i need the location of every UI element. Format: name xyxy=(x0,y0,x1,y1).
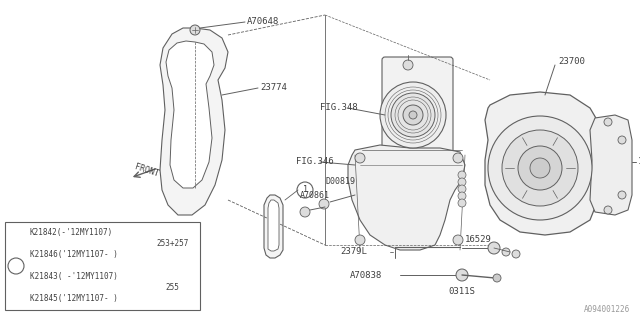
Circle shape xyxy=(391,93,435,137)
Text: K21845('12MY1107- ): K21845('12MY1107- ) xyxy=(30,294,118,303)
Polygon shape xyxy=(348,145,465,250)
Circle shape xyxy=(300,207,310,217)
Circle shape xyxy=(403,60,413,70)
Circle shape xyxy=(190,25,200,35)
Text: 11717: 11717 xyxy=(638,157,640,166)
Polygon shape xyxy=(160,28,228,215)
Circle shape xyxy=(488,242,500,254)
Bar xyxy=(5,222,200,310)
FancyBboxPatch shape xyxy=(382,57,453,153)
Text: FIG.348: FIG.348 xyxy=(320,103,358,113)
Circle shape xyxy=(458,199,466,207)
Text: D00819: D00819 xyxy=(325,178,355,187)
Text: 255: 255 xyxy=(166,284,179,292)
Text: A70838: A70838 xyxy=(350,270,382,279)
Circle shape xyxy=(380,82,446,148)
Circle shape xyxy=(502,130,578,206)
Text: A094001226: A094001226 xyxy=(584,306,630,315)
Circle shape xyxy=(458,185,466,193)
Text: 253+257: 253+257 xyxy=(156,239,189,249)
Circle shape xyxy=(403,105,423,125)
Polygon shape xyxy=(268,200,279,251)
Circle shape xyxy=(453,153,463,163)
Polygon shape xyxy=(264,195,283,258)
Text: A70648: A70648 xyxy=(247,18,279,27)
Circle shape xyxy=(512,250,520,258)
Circle shape xyxy=(453,235,463,245)
Circle shape xyxy=(409,111,417,119)
Text: A70861: A70861 xyxy=(300,190,330,199)
Circle shape xyxy=(518,146,562,190)
Circle shape xyxy=(604,118,612,126)
Circle shape xyxy=(488,116,592,220)
Circle shape xyxy=(618,191,626,199)
Circle shape xyxy=(502,248,510,256)
Text: 2379L: 2379L xyxy=(340,247,367,257)
Text: 1: 1 xyxy=(303,186,307,195)
Text: 23774: 23774 xyxy=(260,84,287,92)
Circle shape xyxy=(604,206,612,214)
Circle shape xyxy=(493,274,501,282)
Polygon shape xyxy=(485,92,600,235)
Circle shape xyxy=(456,269,468,281)
Circle shape xyxy=(355,153,365,163)
Text: 16529: 16529 xyxy=(465,236,492,244)
Polygon shape xyxy=(590,115,632,215)
Circle shape xyxy=(618,136,626,144)
Circle shape xyxy=(297,182,313,198)
Circle shape xyxy=(458,178,466,186)
Text: 1: 1 xyxy=(13,261,19,270)
Text: K21846('12MY1107- ): K21846('12MY1107- ) xyxy=(30,251,118,260)
Text: FIG.346: FIG.346 xyxy=(296,157,333,166)
Text: 23700: 23700 xyxy=(558,58,585,67)
Circle shape xyxy=(8,258,24,274)
Circle shape xyxy=(530,158,550,178)
Circle shape xyxy=(355,235,365,245)
Circle shape xyxy=(458,192,466,200)
Text: FRONT: FRONT xyxy=(133,163,159,179)
Polygon shape xyxy=(166,41,214,188)
Circle shape xyxy=(458,171,466,179)
Text: K21842(-'12MY1107): K21842(-'12MY1107) xyxy=(30,228,113,237)
Text: K21843( -'12MY1107): K21843( -'12MY1107) xyxy=(30,273,118,282)
Text: 0311S: 0311S xyxy=(449,287,476,297)
Circle shape xyxy=(319,199,329,209)
